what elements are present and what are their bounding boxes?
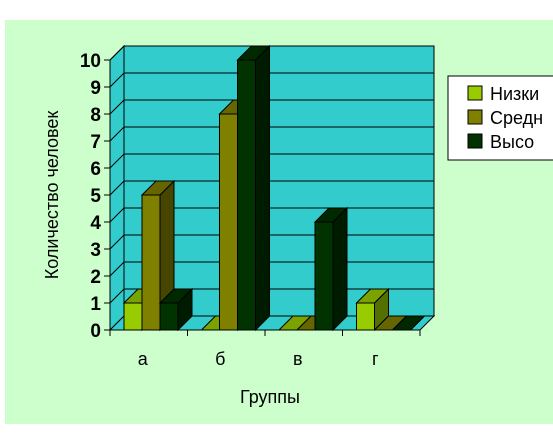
x-tick-label: а: [138, 349, 149, 369]
gridline: [109, 72, 434, 88]
bar-front: [237, 59, 256, 331]
bar-front: [356, 302, 375, 331]
y-tick-label: 6: [90, 159, 101, 180]
bar: [355, 287, 390, 332]
x-tick-label: б: [215, 349, 225, 369]
legend-swatch: [467, 133, 483, 149]
bar-front: [314, 221, 334, 331]
y-axis-title: Количество человек: [42, 111, 62, 280]
bar-front: [123, 302, 143, 331]
legend-label: Средн: [490, 108, 543, 128]
bar-side: [255, 44, 270, 332]
bar-top: [355, 288, 390, 304]
bar-top: [236, 45, 271, 61]
legend: Низки Средн Высо: [447, 75, 553, 161]
bar: [158, 287, 194, 332]
legend-swatch: [467, 85, 483, 101]
bar: [313, 206, 349, 332]
y-tick-label: 7: [90, 132, 101, 153]
bar: [236, 44, 271, 332]
y-tick-label: 10: [80, 51, 101, 72]
y-tick-label: 0: [90, 321, 101, 342]
y-tick-label: 2: [90, 267, 101, 288]
y-tick-label: 8: [90, 105, 101, 126]
bar-front: [159, 302, 179, 331]
gridline: [109, 99, 434, 115]
legend-label: Высо: [490, 132, 534, 152]
gridline: [109, 153, 434, 169]
bar-top: [313, 207, 349, 223]
bar-front: [219, 113, 238, 331]
axes: 0 1 2 3 4 5 6 7 8 9 10 а б в г: [80, 51, 421, 369]
bar-top: [158, 288, 194, 304]
x-tick-label: г: [372, 349, 379, 369]
bars: [122, 44, 426, 332]
y-tick-label: 9: [90, 78, 101, 99]
gridline: [109, 45, 434, 61]
bar-side: [332, 206, 348, 332]
gridline: [109, 126, 434, 142]
legend-box: [447, 75, 553, 161]
bar-front: [141, 194, 161, 331]
y-tick-label: 3: [90, 240, 101, 261]
bar-top: [140, 180, 176, 196]
y-tick-label: 4: [90, 213, 101, 234]
gridline: [109, 180, 434, 196]
x-axis-title: Группы: [240, 387, 300, 407]
y-tick-label: 1: [90, 294, 101, 315]
x-tick-label: в: [293, 349, 303, 369]
legend-label: Низки: [490, 84, 539, 104]
legend-swatch: [467, 109, 483, 125]
y-tick-label: 5: [90, 186, 101, 207]
